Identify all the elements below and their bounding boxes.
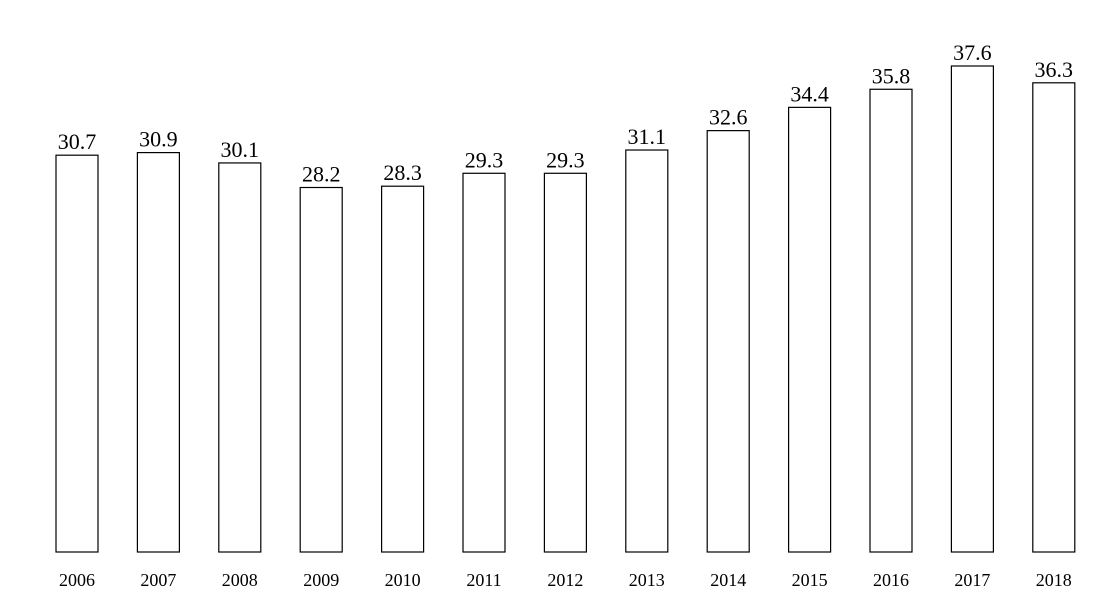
x-tick-label: 2014	[710, 570, 746, 590]
x-tick-label: 2009	[303, 570, 339, 590]
data-label: 28.2	[302, 162, 341, 187]
data-label: 30.1	[221, 137, 260, 162]
data-label: 30.7	[58, 129, 97, 154]
data-label: 29.3	[546, 147, 585, 172]
bar	[951, 66, 993, 552]
data-label: 31.1	[628, 124, 667, 149]
bar	[1033, 83, 1075, 552]
data-label: 28.3	[383, 160, 422, 185]
bar	[707, 131, 749, 552]
chart: 30.7 2006 30.9 2007 30.1 2008 28.2 2009 28.3 2010…	[0, 0, 1118, 594]
x-tick-label: 2013	[629, 570, 665, 590]
x-tick-label: 2011	[466, 570, 501, 590]
data-label: 34.4	[790, 81, 829, 106]
data-label: 35.8	[872, 63, 911, 88]
data-label: 36.3	[1035, 57, 1074, 82]
bar	[789, 107, 831, 552]
bar	[544, 173, 586, 552]
data-label: 37.6	[953, 40, 992, 65]
x-tick-label: 2006	[59, 570, 95, 590]
bar	[382, 186, 424, 552]
x-tick-label: 2015	[792, 570, 828, 590]
bar	[870, 89, 912, 552]
x-tick-label: 2012	[547, 570, 583, 590]
x-tick-label: 2008	[222, 570, 258, 590]
bar	[463, 173, 505, 552]
bar	[300, 188, 342, 553]
x-tick-label: 2010	[385, 570, 421, 590]
x-tick-label: 2017	[954, 570, 990, 590]
bar	[137, 153, 179, 552]
data-label: 32.6	[709, 105, 748, 130]
data-label: 29.3	[465, 147, 504, 172]
x-tick-label: 2018	[1036, 570, 1072, 590]
bar	[626, 150, 668, 552]
bar	[56, 155, 98, 552]
x-tick-label: 2016	[873, 570, 909, 590]
bar	[219, 163, 261, 552]
x-tick-label: 2007	[140, 570, 176, 590]
data-label: 30.9	[139, 127, 178, 152]
